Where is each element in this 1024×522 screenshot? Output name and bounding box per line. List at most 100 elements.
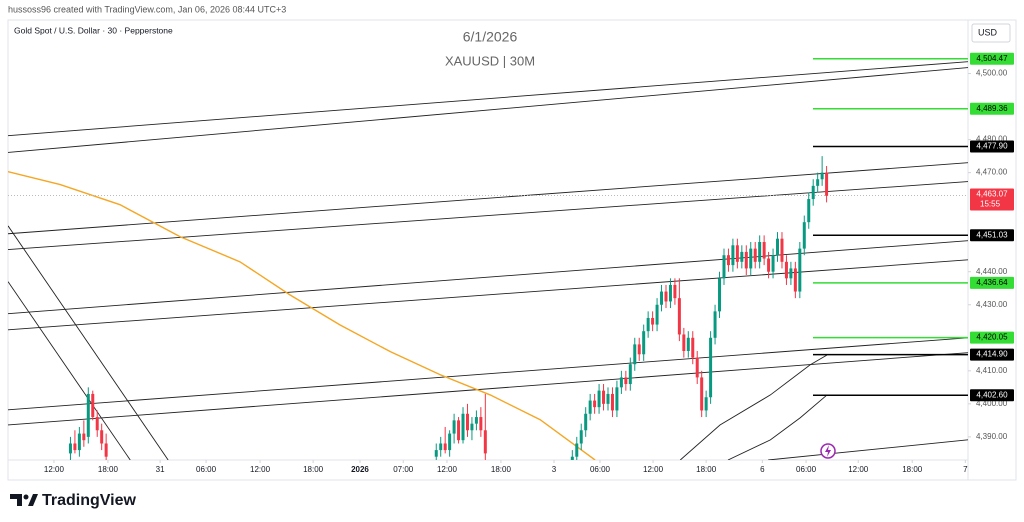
candle-body — [709, 337, 713, 398]
candle-body — [722, 255, 726, 279]
axes: 4,390.00 4,400.00 4,410.00 4,430.00 4,440.00… — [44, 52, 1014, 474]
x-tick-label: 31 — [156, 465, 165, 474]
level-label: 4,451.03 — [976, 230, 1008, 239]
trendline — [8, 61, 968, 137]
candle-body — [73, 443, 77, 451]
level-label: 4,477.90 — [976, 142, 1008, 151]
x-tick-label: 18:00 — [696, 465, 717, 474]
candle-body — [439, 443, 443, 451]
candle-body — [575, 443, 579, 457]
candle-body — [452, 420, 456, 434]
level-label-box — [970, 348, 1014, 361]
candle-body — [615, 387, 619, 411]
x-tick-label: 6 — [760, 465, 765, 474]
logo: TradingView — [10, 492, 137, 509]
candle-body — [726, 255, 730, 266]
trendline — [679, 354, 828, 460]
candle-body — [77, 433, 81, 451]
x-tick-label: 2026 — [351, 465, 369, 474]
candle-body — [443, 443, 447, 451]
trendline — [8, 162, 968, 235]
x-tick-label: 12:00 — [437, 465, 458, 474]
candle-body — [713, 311, 717, 338]
candle-body — [731, 245, 735, 266]
candle-body — [434, 450, 438, 457]
candle-body — [619, 377, 623, 388]
alert-icon[interactable] — [820, 443, 836, 459]
candle-body — [82, 433, 86, 441]
level-label-box — [970, 102, 1014, 115]
candle-body — [606, 393, 610, 404]
candle-body — [682, 334, 686, 351]
y-tick-label: 4,430.00 — [976, 300, 1008, 309]
x-tick-label: 18:00 — [491, 465, 512, 474]
candle-body — [479, 417, 483, 431]
candle-body — [465, 413, 469, 431]
candle-body — [610, 393, 614, 411]
level-label: 4,504.47 — [976, 54, 1008, 63]
level-label: 4,420.05 — [976, 333, 1008, 342]
x-tick-label: 07:00 — [393, 465, 414, 474]
candle-body — [700, 377, 704, 411]
level-label: 4,402.60 — [976, 390, 1008, 399]
plot — [8, 58, 968, 460]
y-tick-label: 4,400.00 — [976, 399, 1008, 408]
candle-body — [802, 222, 806, 249]
chart-title: 6/1/2026 — [463, 29, 518, 45]
y-tick-label: 4,500.00 — [976, 69, 1008, 78]
candle-body — [86, 393, 90, 437]
trendline — [8, 67, 968, 153]
currency: USD — [978, 27, 998, 37]
candle-body — [789, 268, 793, 279]
x-tick-label: 06:00 — [590, 465, 611, 474]
candle-body — [686, 337, 690, 351]
candle-body — [780, 238, 784, 262]
candle-body — [820, 172, 824, 180]
trendline — [8, 259, 968, 331]
x-tick-label: 12:00 — [848, 465, 869, 474]
x-tick-label: 7 — [963, 465, 968, 474]
y-tick-label: 4,480.00 — [976, 135, 1008, 144]
level-label-box — [970, 140, 1014, 153]
candle-body — [735, 245, 739, 262]
candle-body — [642, 331, 646, 355]
candle-body — [579, 430, 583, 444]
x-tick-label: 18:00 — [902, 465, 923, 474]
level-label: 4,489.36 — [976, 104, 1008, 113]
symbol: Gold Spot / U.S. Dollar · 30 · Peppersto… — [14, 25, 173, 35]
trendline — [8, 225, 169, 460]
candle-body — [470, 423, 474, 431]
trendline — [8, 181, 968, 251]
trendline — [8, 337, 968, 411]
candle-body — [104, 443, 108, 457]
candle-body — [771, 255, 775, 272]
candle-body — [749, 248, 753, 269]
level-label: 4,436.64 — [976, 278, 1008, 287]
candle-body — [664, 291, 668, 302]
candle-body — [602, 390, 606, 404]
x-tick-label: 12:00 — [250, 465, 271, 474]
candle-body — [628, 364, 632, 385]
footer-brand: TradingView — [42, 492, 137, 509]
trendline — [727, 394, 828, 460]
candle-body — [718, 278, 722, 312]
last-price-box — [970, 188, 1014, 211]
candle-body — [704, 397, 708, 411]
candle-body — [668, 284, 672, 302]
candle-body — [811, 185, 815, 200]
candle-body — [448, 433, 452, 451]
x-tick-label: 12:00 — [643, 465, 664, 474]
candle-body — [637, 344, 641, 355]
candle-body — [762, 242, 766, 259]
trendline — [8, 240, 968, 315]
x-tick-label: 18:00 — [98, 465, 119, 474]
currency-box[interactable] — [971, 23, 1011, 43]
level-label-box — [970, 331, 1014, 344]
trendline — [8, 281, 131, 460]
x-tick-label: 06:00 — [196, 465, 217, 474]
level-label-box — [970, 229, 1014, 242]
candle-body — [588, 400, 592, 414]
candle-body — [457, 420, 461, 441]
x-tick-label: 18:00 — [303, 465, 324, 474]
